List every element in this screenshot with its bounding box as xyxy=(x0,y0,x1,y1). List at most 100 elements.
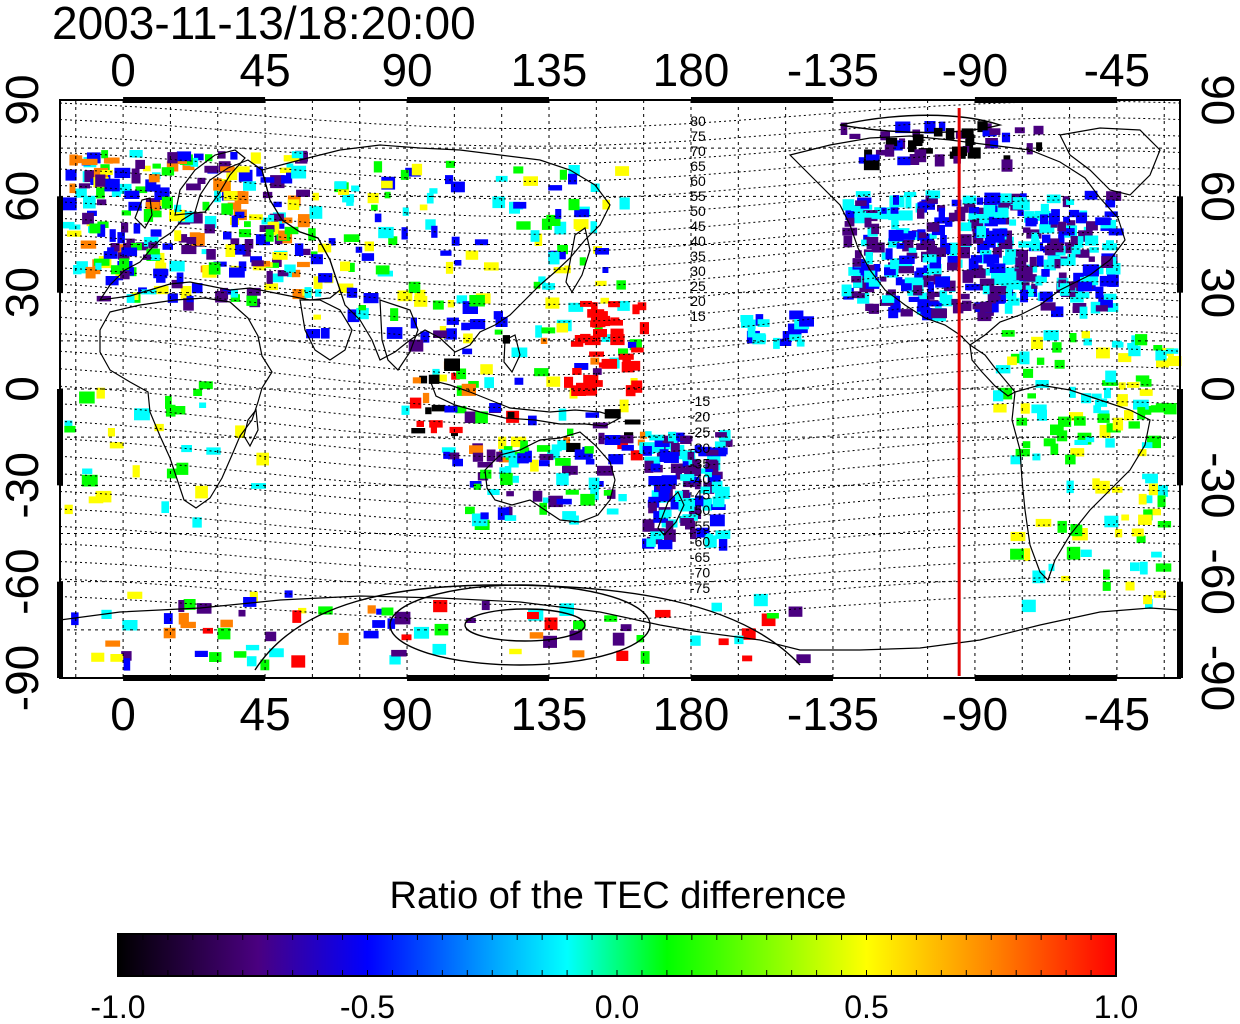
tec-patch xyxy=(527,612,539,620)
contour-label-north: 20 xyxy=(690,293,706,309)
tec-patch xyxy=(500,472,513,486)
tec-patch xyxy=(548,495,563,508)
tec-patch xyxy=(789,334,802,341)
tec-patch xyxy=(223,191,238,201)
tec-patch xyxy=(109,229,116,242)
tec-patch xyxy=(381,607,394,616)
tec-patch xyxy=(885,137,898,147)
tec-patch xyxy=(109,442,124,449)
tec-patch xyxy=(980,250,992,258)
tec-patch xyxy=(709,514,725,527)
tec-patch xyxy=(682,514,698,521)
tec-patch xyxy=(545,297,560,309)
tec-patch xyxy=(625,385,636,397)
colorbar-tick-label: -0.5 xyxy=(340,989,395,1024)
tec-patch xyxy=(433,374,447,382)
tec-patch xyxy=(993,217,1006,225)
colorbar-label: Ratio of the TEC difference xyxy=(390,875,847,917)
tec-patch xyxy=(461,322,471,331)
magnetic-contour xyxy=(59,559,1181,589)
tec-patch xyxy=(1099,425,1111,438)
tec-patch xyxy=(757,334,767,343)
tec-patch xyxy=(1141,442,1153,448)
tec-patch xyxy=(995,365,1011,374)
tec-patch xyxy=(841,284,852,297)
tec-patch xyxy=(600,297,610,304)
tec-patch xyxy=(176,272,184,284)
tec-patch xyxy=(517,453,529,464)
tec-patch xyxy=(480,364,493,375)
tec-patch xyxy=(245,644,260,651)
tec-patch xyxy=(1094,399,1101,412)
tec-patch xyxy=(642,446,652,456)
tec-patch xyxy=(871,242,885,253)
tec-patch xyxy=(939,290,948,303)
bottom-lon-label: 45 xyxy=(239,688,290,740)
tec-patch xyxy=(260,659,270,671)
tec-patch xyxy=(1074,439,1088,445)
magnetic-contour xyxy=(59,297,1181,341)
tec-patch xyxy=(715,432,727,438)
tec-patch xyxy=(753,593,768,607)
tec-patch xyxy=(865,154,880,161)
tec-patch xyxy=(885,248,893,260)
tec-patch xyxy=(89,223,101,234)
tec-patch xyxy=(1037,409,1047,421)
tec-patch xyxy=(934,154,945,167)
tec-patch xyxy=(618,353,634,360)
tec-patch xyxy=(462,348,473,355)
right-lat-label: -30 xyxy=(1192,452,1240,518)
tec-patch xyxy=(225,244,236,257)
tec-patch xyxy=(208,262,221,275)
tec-patch xyxy=(592,368,602,375)
right-lat-label: 0 xyxy=(1192,376,1240,402)
tec-patch xyxy=(718,638,729,646)
tec-patch xyxy=(1031,336,1043,349)
tec-patch xyxy=(372,620,386,628)
tec-patch xyxy=(655,609,671,618)
tec-patch xyxy=(659,509,671,519)
tec-patch xyxy=(107,428,115,437)
tec-patch xyxy=(585,458,595,465)
tec-patch xyxy=(1031,232,1039,240)
coast-australia xyxy=(484,431,616,523)
tec-patch xyxy=(238,261,247,272)
tec-patch xyxy=(338,283,354,293)
tec-patch xyxy=(899,210,913,221)
tec-patch xyxy=(1047,255,1061,268)
tec-patch xyxy=(1104,515,1119,528)
tec-patch xyxy=(1154,590,1166,598)
tec-patch xyxy=(455,406,467,414)
tec-patch xyxy=(864,270,876,283)
tec-patch xyxy=(317,243,332,253)
tec-patch xyxy=(1041,269,1050,277)
tec-patch xyxy=(124,190,140,199)
tec-patch xyxy=(318,273,333,283)
tec-patch xyxy=(215,290,228,303)
tec-patch xyxy=(1153,345,1163,351)
tec-patch xyxy=(166,468,177,479)
tec-patch xyxy=(121,210,131,216)
tec-patch xyxy=(472,452,484,462)
tec-patch xyxy=(590,357,600,365)
tec-patch xyxy=(958,211,965,217)
tec-patch xyxy=(1036,357,1045,365)
tec-patch xyxy=(201,249,209,255)
coastlines xyxy=(59,127,1181,651)
tec-patch xyxy=(556,498,572,505)
tec-patch xyxy=(1012,197,1027,210)
tec-patch xyxy=(627,341,637,348)
tec-patch xyxy=(595,280,607,286)
tec-patch xyxy=(1143,405,1152,415)
tec-patch xyxy=(71,155,83,164)
tec-patch xyxy=(950,242,965,255)
tec-patch xyxy=(340,261,350,272)
axis-bar-right xyxy=(1177,196,1183,293)
tec-patch xyxy=(1054,359,1065,369)
top-lon-label: -45 xyxy=(1084,44,1150,96)
top-lon-label: 135 xyxy=(511,44,588,96)
tec-patch xyxy=(1070,236,1078,245)
tec-patch xyxy=(904,277,917,284)
tec-patch xyxy=(82,212,94,225)
tec-patch xyxy=(1014,127,1025,134)
